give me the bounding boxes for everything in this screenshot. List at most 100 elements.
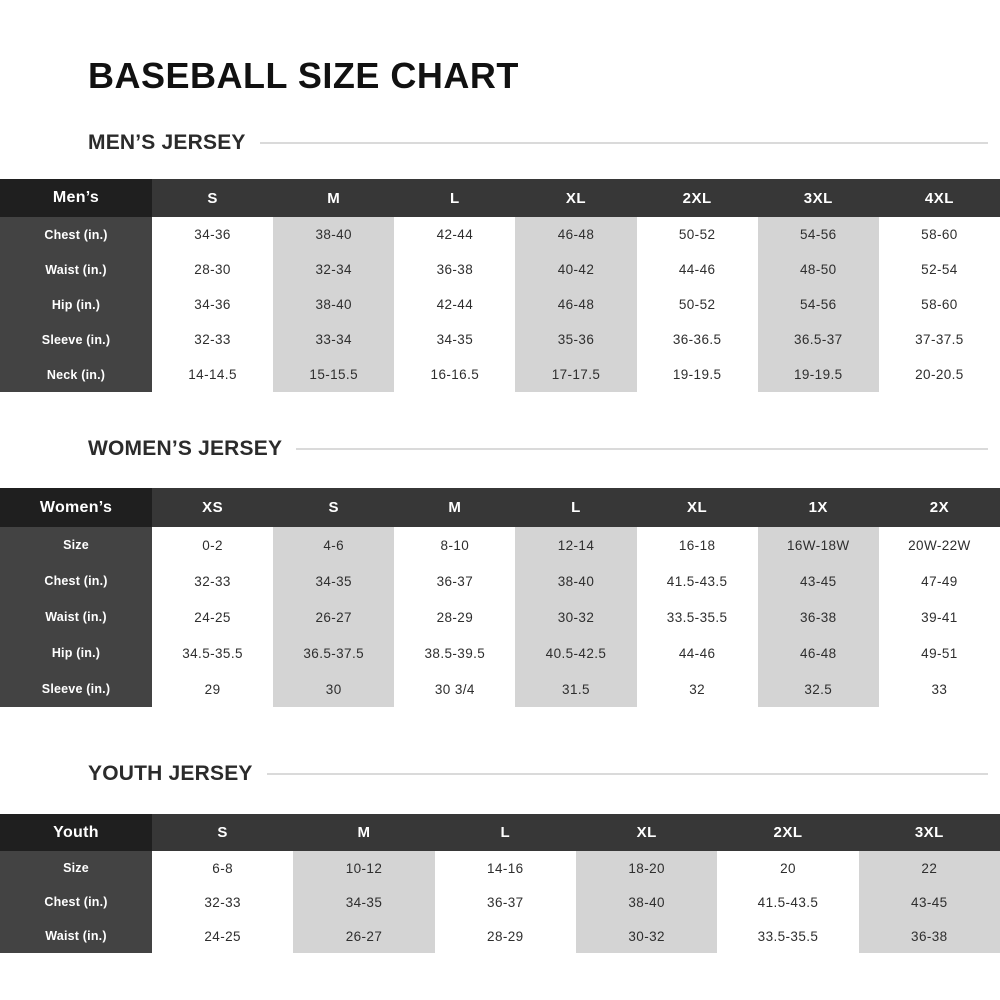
size-value-cell: 24-25 xyxy=(152,599,274,636)
row-label: Sleeve (in.) xyxy=(0,322,152,358)
size-value-cell: 46-48 xyxy=(757,635,879,672)
womens-size-table: Women’s XS S M L XL 1X 2X Size 0-2 4-6 8-10 12-14 16-… xyxy=(0,488,1000,708)
size-value-cell: 20 xyxy=(717,851,859,886)
size-value-cell: 33.5-35.5 xyxy=(717,919,859,954)
row-label: Sleeve (in.) xyxy=(0,671,152,708)
size-value-cell: 43-45 xyxy=(858,885,1000,920)
column-header: 2X xyxy=(878,488,1000,528)
size-value-cell: 38-40 xyxy=(273,217,395,253)
size-value-cell: 33 xyxy=(878,671,1000,708)
row-label: Waist (in.) xyxy=(0,599,152,636)
divider-line xyxy=(266,773,988,776)
size-value-cell: 32.5 xyxy=(757,671,879,708)
size-value-cell: 26-27 xyxy=(273,599,395,636)
size-value-cell: 34-36 xyxy=(152,217,274,253)
size-value-cell: 17-17.5 xyxy=(515,357,637,393)
section-header: WOMEN’S JERSEY xyxy=(88,437,988,461)
size-value-cell: 38-40 xyxy=(515,563,637,600)
column-header: 3XL xyxy=(757,179,879,218)
column-header: 3XL xyxy=(858,814,1000,852)
size-value-cell: 4-6 xyxy=(273,527,395,564)
size-value-cell: 12-14 xyxy=(515,527,637,564)
row-label: Size xyxy=(0,851,152,886)
column-header: XL xyxy=(515,179,637,218)
size-value-cell: 32-34 xyxy=(273,252,395,288)
size-value-cell: 36.5-37 xyxy=(757,322,879,358)
section-womens-jersey: WOMEN’S JERSEY Women’s XS S M L XL 1X 2X Size 0-2… xyxy=(0,437,1000,708)
size-value-cell: 19-19.5 xyxy=(757,357,879,393)
size-value-cell: 58-60 xyxy=(878,217,1000,253)
size-value-cell: 32-33 xyxy=(152,563,274,600)
column-header: 2XL xyxy=(717,814,859,852)
size-value-cell: 10-12 xyxy=(293,851,435,886)
size-value-cell: 24-25 xyxy=(152,919,294,954)
size-value-cell: 33.5-35.5 xyxy=(636,599,758,636)
section-youth-jersey: YOUTH JERSEY Youth S M L XL 2XL 3XL Size 6-8 10-1… xyxy=(0,762,1000,954)
size-value-cell: 30 3/4 xyxy=(394,671,516,708)
mens-size-table: Men’s S M L XL 2XL 3XL 4XL Chest (in.) 34-36 38-40… xyxy=(0,179,1000,393)
size-value-cell: 42-44 xyxy=(394,217,516,253)
size-value-cell: 19-19.5 xyxy=(636,357,758,393)
size-value-cell: 34-36 xyxy=(152,287,274,323)
size-value-cell: 0-2 xyxy=(152,527,274,564)
size-value-cell: 15-15.5 xyxy=(273,357,395,393)
size-value-cell: 18-20 xyxy=(575,851,718,886)
table-corner-label: Women’s xyxy=(0,488,152,528)
section-mens-jersey: MEN’S JERSEY Men’s S M L XL 2XL 3XL 4XL Chest (i… xyxy=(0,131,1000,393)
size-value-cell: 42-44 xyxy=(394,287,516,323)
row-label: Waist (in.) xyxy=(0,919,152,954)
size-value-cell: 20W-22W xyxy=(878,527,1000,564)
size-value-cell: 38-40 xyxy=(575,885,718,920)
size-value-cell: 22 xyxy=(858,851,1000,886)
size-value-cell: 28-30 xyxy=(152,252,274,288)
size-value-cell: 35-36 xyxy=(515,322,637,358)
size-value-cell: 34.5-35.5 xyxy=(152,635,274,672)
page-title: BASEBALL SIZE CHART xyxy=(88,55,519,96)
size-value-cell: 30 xyxy=(273,671,395,708)
size-value-cell: 14-14.5 xyxy=(152,357,274,393)
size-value-cell: 36.5-37.5 xyxy=(273,635,395,672)
size-value-cell: 26-27 xyxy=(293,919,435,954)
size-value-cell: 50-52 xyxy=(636,287,758,323)
size-value-cell: 52-54 xyxy=(878,252,1000,288)
size-value-cell: 48-50 xyxy=(757,252,879,288)
size-value-cell: 54-56 xyxy=(757,287,879,323)
size-value-cell: 36-36.5 xyxy=(636,322,758,358)
size-value-cell: 30-32 xyxy=(515,599,637,636)
table-corner-label: Men’s xyxy=(0,179,152,218)
size-value-cell: 47-49 xyxy=(878,563,1000,600)
size-value-cell: 6-8 xyxy=(152,851,294,886)
size-value-cell: 32-33 xyxy=(152,322,274,358)
column-header: L xyxy=(394,179,516,218)
size-value-cell: 49-51 xyxy=(878,635,1000,672)
size-value-cell: 44-46 xyxy=(636,252,758,288)
youth-size-table: Youth S M L XL 2XL 3XL Size 6-8 10-12 14-16 18-20 20… xyxy=(0,814,1000,954)
column-header: M xyxy=(273,179,395,218)
row-label: Chest (in.) xyxy=(0,885,152,920)
section-header: MEN’S JERSEY xyxy=(88,131,988,155)
row-label: Hip (in.) xyxy=(0,635,152,672)
column-header: S xyxy=(273,488,395,528)
size-value-cell: 30-32 xyxy=(575,919,718,954)
size-value-cell: 37-37.5 xyxy=(878,322,1000,358)
size-value-cell: 36-37 xyxy=(394,563,516,600)
section-header: YOUTH JERSEY xyxy=(88,762,988,786)
size-value-cell: 16-16.5 xyxy=(394,357,516,393)
row-label: Waist (in.) xyxy=(0,252,152,288)
size-chart-page: BASEBALL SIZE CHART MEN’S JERSEY Men’s S M… xyxy=(0,55,1000,954)
size-value-cell: 46-48 xyxy=(515,287,637,323)
size-value-cell: 16W-18W xyxy=(757,527,879,564)
size-value-cell: 58-60 xyxy=(878,287,1000,323)
size-value-cell: 32 xyxy=(636,671,758,708)
size-value-cell: 32-33 xyxy=(152,885,294,920)
table-corner-label: Youth xyxy=(0,814,152,852)
size-value-cell: 34-35 xyxy=(293,885,435,920)
size-value-cell: 38.5-39.5 xyxy=(394,635,516,672)
size-value-cell: 39-41 xyxy=(878,599,1000,636)
size-value-cell: 29 xyxy=(152,671,274,708)
size-value-cell: 50-52 xyxy=(636,217,758,253)
column-header: XS xyxy=(152,488,274,528)
column-header: S xyxy=(152,814,294,852)
size-value-cell: 43-45 xyxy=(757,563,879,600)
column-header: M xyxy=(293,814,435,852)
